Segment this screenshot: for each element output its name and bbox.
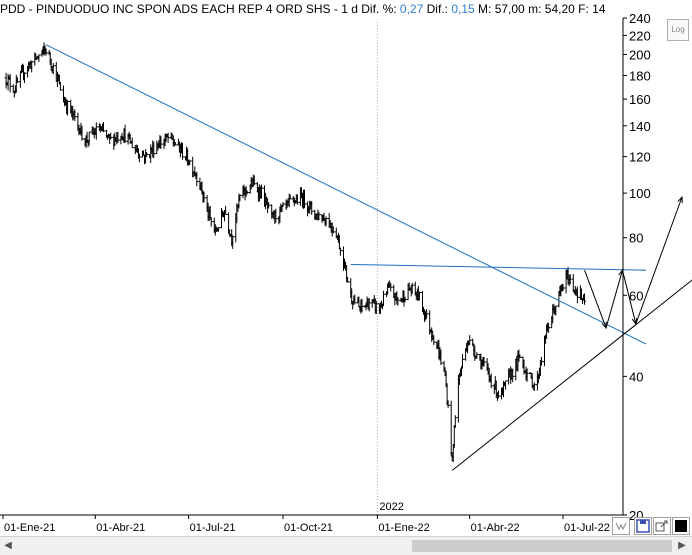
y-tick-label: 240 bbox=[629, 11, 651, 26]
y-tick-label: 40 bbox=[629, 369, 643, 384]
y-tick-label: 160 bbox=[629, 92, 651, 107]
candles-layer bbox=[4, 42, 586, 462]
scroll-right-icon[interactable]: ▶ bbox=[678, 540, 686, 551]
trendline bbox=[45, 44, 647, 345]
chart-header: PDD - PINDUODUO INC SPON ADS EACH REP 4 … bbox=[0, 0, 620, 18]
export-icon[interactable] bbox=[653, 517, 671, 535]
axis-layer: 20222040608010012014016018020022024001-E… bbox=[0, 11, 651, 534]
log-scale-button[interactable]: Log bbox=[667, 19, 689, 41]
dif-pct-value: 0,27 bbox=[399, 2, 424, 16]
trendline bbox=[451, 279, 692, 471]
instrument-name: PINDUODUO INC SPON ADS EACH REP 4 ORD SH… bbox=[36, 2, 331, 16]
projection-path bbox=[584, 196, 683, 330]
min-value: 54,20 bbox=[544, 2, 575, 16]
max-label: M: bbox=[478, 2, 492, 16]
x-tick-label: 01-Abr-22 bbox=[471, 522, 520, 534]
horizontal-scrollbar[interactable]: ◀ ▶ bbox=[0, 536, 692, 555]
x-tick-label: 01-Ene-22 bbox=[378, 522, 429, 534]
x-tick-label: 01-Ene-21 bbox=[4, 522, 55, 534]
f-value: 14 bbox=[592, 2, 606, 16]
x-tick-label: 01-Oct-21 bbox=[284, 522, 333, 534]
dif-pct-label: Dif. %: bbox=[361, 2, 397, 16]
dif-value: 0,15 bbox=[451, 2, 475, 16]
dif-label: Dif.: bbox=[426, 2, 448, 16]
x-tick-label: 01-Jul-21 bbox=[190, 522, 236, 534]
trendlines-layer bbox=[45, 44, 692, 471]
y-tick-label: 180 bbox=[629, 69, 651, 84]
year-label: 2022 bbox=[379, 501, 403, 513]
max-value: 57,00 bbox=[494, 2, 525, 16]
x-tick-label: 01-Jul-22 bbox=[564, 522, 610, 534]
save-icon[interactable] bbox=[634, 517, 652, 535]
header-separator-2: - bbox=[330, 2, 342, 16]
y-tick-label: 80 bbox=[629, 231, 643, 246]
y-tick-label: 60 bbox=[629, 288, 643, 303]
y-tick-label: 100 bbox=[629, 186, 651, 201]
period: 1 d bbox=[341, 2, 358, 16]
ticker: PDD bbox=[0, 2, 26, 16]
projection-arrowhead bbox=[601, 321, 607, 329]
y-tick-label: 120 bbox=[629, 150, 651, 165]
zoom-icon[interactable] bbox=[612, 517, 630, 535]
color-toggle-icon[interactable] bbox=[672, 517, 690, 535]
min-label: m: bbox=[528, 2, 542, 16]
header-separator: - bbox=[25, 2, 37, 16]
scroll-thumb[interactable] bbox=[412, 540, 672, 552]
y-tick-label: 140 bbox=[629, 119, 651, 134]
f-label: F: bbox=[578, 2, 589, 16]
projection-arrowhead bbox=[677, 195, 683, 204]
y-tick-label: 220 bbox=[629, 28, 651, 43]
trendline bbox=[350, 263, 647, 271]
x-tick-label: 01-Abr-21 bbox=[96, 522, 145, 534]
scroll-left-icon[interactable]: ◀ bbox=[4, 540, 12, 551]
y-tick-label: 200 bbox=[629, 47, 651, 62]
projection-arrowhead bbox=[631, 317, 638, 326]
